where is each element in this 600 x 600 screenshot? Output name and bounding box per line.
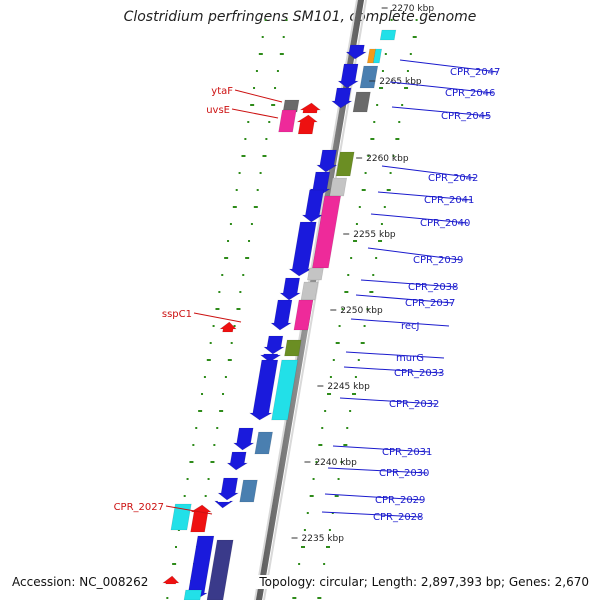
gene-label: CPR_2031 [382,447,432,458]
down-arrow-icon [217,477,240,501]
label-leader [165,505,213,515]
down-arrow-icon [330,87,353,109]
down-arrow-icon [259,353,282,363]
gene-label: CPR_2032 [389,399,439,410]
gene-block [372,48,383,64]
gene-track [162,29,397,600]
label-leader [391,106,490,117]
scale-tick-label: 2240 kbp [314,458,357,468]
gc-skew-track [166,19,418,599]
label-leader [327,467,428,474]
gene-label: sspC1 [162,309,192,320]
up-arrow-icon [162,575,180,585]
down-arrow-icon [263,335,286,355]
scale-tick-label: 2245 kbp [327,382,370,392]
gene-label: CPR_2045 [441,111,491,122]
label-leader [355,294,454,304]
scale-tick-label: 2270 kbp [392,4,435,14]
gene-block [271,359,299,421]
label-leader [231,108,279,119]
up-arrow-icon [219,321,237,333]
gene-block [282,99,300,113]
gene-label: CPR_2038 [408,282,458,293]
down-arrow-icon [248,359,279,421]
gene-block [183,589,203,600]
scale-ticks: 2270 kbp 2265 kbp 2260 kbp 2255 kbp 2250 kbp… [291,4,435,544]
genome-summary: Topology: circular; Length: 2,897,393 bp… [256,575,592,589]
label-leader [339,397,438,405]
gene-block [206,539,234,600]
gene-block [329,177,348,197]
gene-block [170,503,192,531]
gene-block [278,109,297,133]
scale-tick-label: 2265 kbp [379,77,422,87]
down-arrow-icon [226,451,249,471]
gene-label: ytaF [211,86,233,97]
gene-label: CPR_2037 [405,298,455,309]
down-arrow-icon [345,44,368,60]
up-arrow-icon [296,114,319,135]
label-leader [324,493,424,501]
gene-block [352,91,371,113]
gene-label: CPR_2047 [450,67,500,78]
label-leader [193,312,242,323]
gene-label: CPR_2029 [375,495,425,506]
gene-block [254,431,273,455]
label-leader [381,165,477,179]
scale-tick-label: 2235 kbp [302,534,345,544]
gene-block [239,479,258,503]
gene-label: CPR_2028 [373,512,423,523]
label-leader [360,279,457,288]
gene-label: CPR_2033 [394,368,444,379]
label-leader [367,247,462,261]
down-arrow-icon [214,500,234,509]
gene-labels: CPR_2047 CPR_2046 CPR_2045 CPR_2042 CPR_2041… [114,59,500,523]
gene-block [379,29,397,41]
gene-label: uvsE [206,105,230,116]
gene-label: CPR_2040 [420,218,470,229]
label-leader [321,511,422,518]
gene-label: CPR_2041 [424,195,474,206]
scale-tick-label: 2260 kbp [366,154,409,164]
scale-tick-label: 2250 kbp [340,306,383,316]
label-leader [399,59,499,73]
label-leader [350,318,450,327]
label-leader [343,366,443,374]
gene-label: recJ [401,321,420,332]
gene-block [307,267,324,281]
gene-label: CPR_2042 [428,173,478,184]
down-arrow-icon [232,427,255,451]
gene-block [335,151,355,177]
down-arrow-icon [301,189,325,223]
label-leader [234,89,283,103]
map-title: Clostridium perfringens SM101, complete … [123,9,477,25]
gene-label: CPR_2027 [114,502,164,513]
down-arrow-icon [270,299,293,331]
gene-block [312,195,342,269]
up-arrow-icon [189,504,212,533]
gene-block [359,65,379,89]
up-arrow-icon [299,102,322,114]
label-leader [389,81,494,94]
scale-tick-label: 2255 kbp [353,230,396,240]
down-arrow-icon [288,221,317,277]
gene-block [293,299,314,331]
gene-label: CPR_2046 [445,88,495,99]
gene-label: CPR_2039 [413,255,463,266]
gene-label: murG [396,353,424,364]
gene-label: CPR_2030 [379,468,429,479]
gene-block [300,281,319,301]
down-arrow-icon [316,149,338,173]
label-leader [370,213,469,224]
accession-label: Accession: NC_008262 [9,575,152,589]
down-arrow-icon [337,63,360,89]
down-arrow-icon [279,277,302,301]
label-leader [332,445,431,453]
gene-block [284,339,302,357]
label-leader [345,351,445,359]
label-leader [377,191,473,201]
